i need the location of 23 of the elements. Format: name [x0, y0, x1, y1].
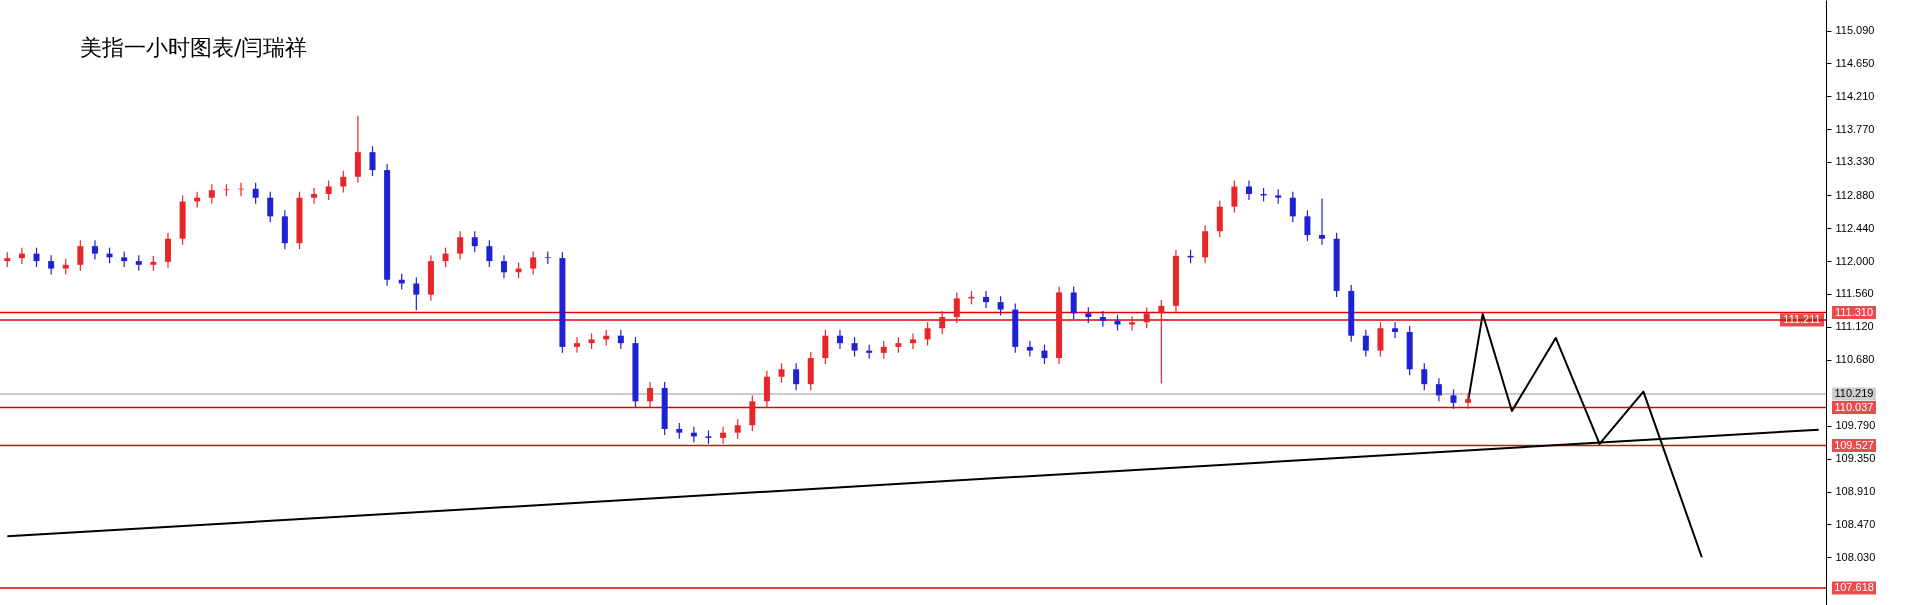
- ref-line-label: 110.219: [1834, 386, 1874, 399]
- y-tick-label: 111.560: [1835, 287, 1874, 300]
- ref-line-label: 110.037: [1834, 400, 1874, 413]
- ref-line-label: 107.618: [1834, 580, 1874, 593]
- y-tick-label: 112.880: [1835, 188, 1875, 201]
- y-tick-label: 109.350: [1835, 452, 1876, 465]
- y-tick-label: 109.790: [1835, 419, 1876, 432]
- y-tick-label: 108.030: [1835, 550, 1876, 563]
- y-tick-label: 111.120: [1835, 320, 1874, 333]
- ref-line-label: 109.527: [1834, 438, 1874, 451]
- y-tick-label: 114.650: [1835, 56, 1875, 69]
- y-tick-label: 114.210: [1835, 89, 1875, 102]
- y-tick-label: 108.470: [1835, 517, 1876, 530]
- ref-line-label: 111.310: [1834, 305, 1874, 318]
- y-tick-label: 115.090: [1835, 24, 1875, 37]
- y-tick-label: 113.770: [1835, 122, 1875, 135]
- y-tick-label: 112.000: [1835, 254, 1875, 267]
- text: 美指一小时图表/闫瑞祥: [80, 35, 308, 60]
- y-tick-label: 110.680: [1835, 353, 1875, 366]
- y-tick-label: 113.330: [1835, 155, 1875, 168]
- ref-line-label: 111.211: [1783, 312, 1821, 325]
- y-tick-label: 112.440: [1835, 221, 1875, 234]
- y-tick-label: 108.910: [1835, 485, 1876, 498]
